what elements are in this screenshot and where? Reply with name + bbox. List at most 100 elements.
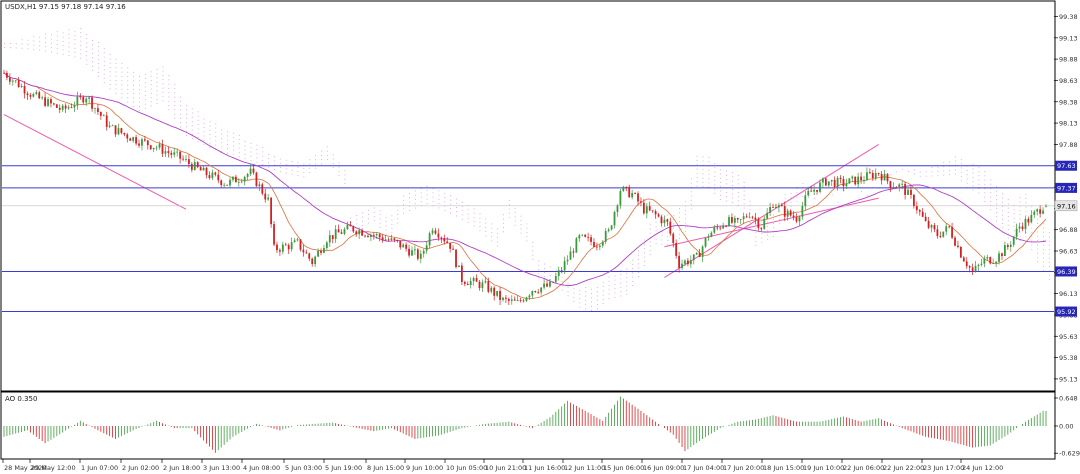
candle-body xyxy=(402,244,405,248)
cloud-dot xyxy=(309,172,311,173)
cloud-dot xyxy=(767,238,769,240)
candle-body xyxy=(120,128,123,133)
candle-body xyxy=(314,256,317,265)
cloud-dot xyxy=(315,167,317,169)
cloud-dot xyxy=(1037,257,1039,259)
cloud-dot xyxy=(1025,232,1027,234)
candle-body xyxy=(299,239,302,250)
horizontal-levels[interactable] xyxy=(2,165,1054,313)
time-tick-label: 29 May 12:00 xyxy=(31,464,76,472)
time-tick-label: 24 Jun 12:00 xyxy=(962,464,1003,472)
time-tick-label: 3 Jun 13:00 xyxy=(203,464,240,472)
cloud-dot xyxy=(174,100,176,102)
candle-body xyxy=(331,235,334,240)
cloud-dot xyxy=(309,163,311,165)
cloud-dot xyxy=(391,232,393,234)
cloud-dot xyxy=(139,84,140,86)
candle-body xyxy=(405,244,408,249)
candle-body xyxy=(1024,218,1027,230)
candle-body xyxy=(505,297,507,299)
cloud-dot xyxy=(731,193,733,195)
candle-body xyxy=(666,219,669,222)
cloud-dot xyxy=(919,175,921,177)
candle-body xyxy=(102,115,105,117)
cloud-dot xyxy=(203,135,205,137)
trendline[interactable] xyxy=(664,197,879,248)
candle-body xyxy=(79,96,82,98)
cloud-dot xyxy=(344,183,346,184)
cloud-dot xyxy=(579,289,581,291)
cloud-dot xyxy=(573,288,575,290)
cloud-dot xyxy=(990,209,992,211)
candle-body xyxy=(52,103,55,105)
cloud-dot xyxy=(925,175,927,177)
cloud-dot xyxy=(139,110,140,112)
cloud-dot xyxy=(215,123,217,125)
cloud-dot xyxy=(39,41,41,43)
cloud-dot xyxy=(450,212,452,214)
cloud-dot xyxy=(737,183,739,185)
cloud-dot xyxy=(684,222,686,224)
cloud-dot xyxy=(162,83,164,85)
cloud-dot xyxy=(602,286,604,288)
cloud-dot xyxy=(608,289,610,291)
cloud-dot xyxy=(749,217,751,219)
candle-body xyxy=(995,261,998,264)
cloud-dot xyxy=(238,156,240,158)
cloud-dot xyxy=(1031,206,1033,208)
candle-body xyxy=(892,187,895,188)
cloud-dot xyxy=(655,230,657,232)
cloud-dot xyxy=(473,216,475,218)
candle-body xyxy=(323,248,325,253)
cloud-dot xyxy=(121,88,123,90)
cloud-dot xyxy=(937,171,939,172)
cloud-dot xyxy=(485,226,487,228)
cloud-dot xyxy=(632,259,634,261)
candle-body xyxy=(801,206,804,217)
cloud-dot xyxy=(9,43,11,44)
cloud-dot xyxy=(667,244,669,246)
cloud-dot xyxy=(115,58,117,60)
cloud-dot xyxy=(990,196,992,198)
cloud-dot xyxy=(203,127,205,129)
candle-body xyxy=(857,176,860,185)
candle-body xyxy=(566,259,569,262)
price-axis[interactable]: 99.38 99.13 98.88 98.63 98.38 98.13 97.88 97.63… xyxy=(1054,13,1078,383)
candle-body xyxy=(416,249,419,259)
cloud-dot xyxy=(50,42,52,44)
cloud-dot xyxy=(508,212,510,214)
trendline[interactable] xyxy=(3,114,187,210)
price-tick-label: 98.63 xyxy=(1059,77,1078,85)
cloud-dot xyxy=(332,167,334,168)
cloud-dot xyxy=(127,88,129,90)
candle-body xyxy=(361,230,363,236)
cloud-dot xyxy=(1001,218,1003,220)
cloud-dot xyxy=(92,52,93,54)
cloud-dot xyxy=(514,212,516,214)
cloud-dot xyxy=(9,47,11,49)
cloud-dot xyxy=(197,111,199,113)
cloud-dot xyxy=(649,241,651,243)
cloud-dot xyxy=(350,230,352,232)
cloud-dot xyxy=(996,212,998,213)
candle-body xyxy=(672,233,675,244)
cloud-dot xyxy=(215,136,217,138)
cloud-dot xyxy=(1001,214,1003,216)
candle-body xyxy=(255,172,258,187)
cloud-dot xyxy=(379,210,381,211)
candle-body xyxy=(959,246,962,258)
candle-body xyxy=(810,190,813,192)
cloud-dot xyxy=(92,65,93,67)
candle-body xyxy=(305,252,308,254)
symbol-header: USDX,H1 97.15 97.18 97.14 97.16 xyxy=(5,3,126,11)
cloud-dot xyxy=(150,97,152,98)
candle-body xyxy=(719,227,722,229)
cloud-dot xyxy=(620,282,622,284)
cloud-dot xyxy=(438,194,440,196)
cloud-dot xyxy=(638,259,639,260)
cloud-dot xyxy=(996,203,998,205)
cloud-dot xyxy=(1037,244,1039,246)
cloud-dot xyxy=(508,200,510,201)
